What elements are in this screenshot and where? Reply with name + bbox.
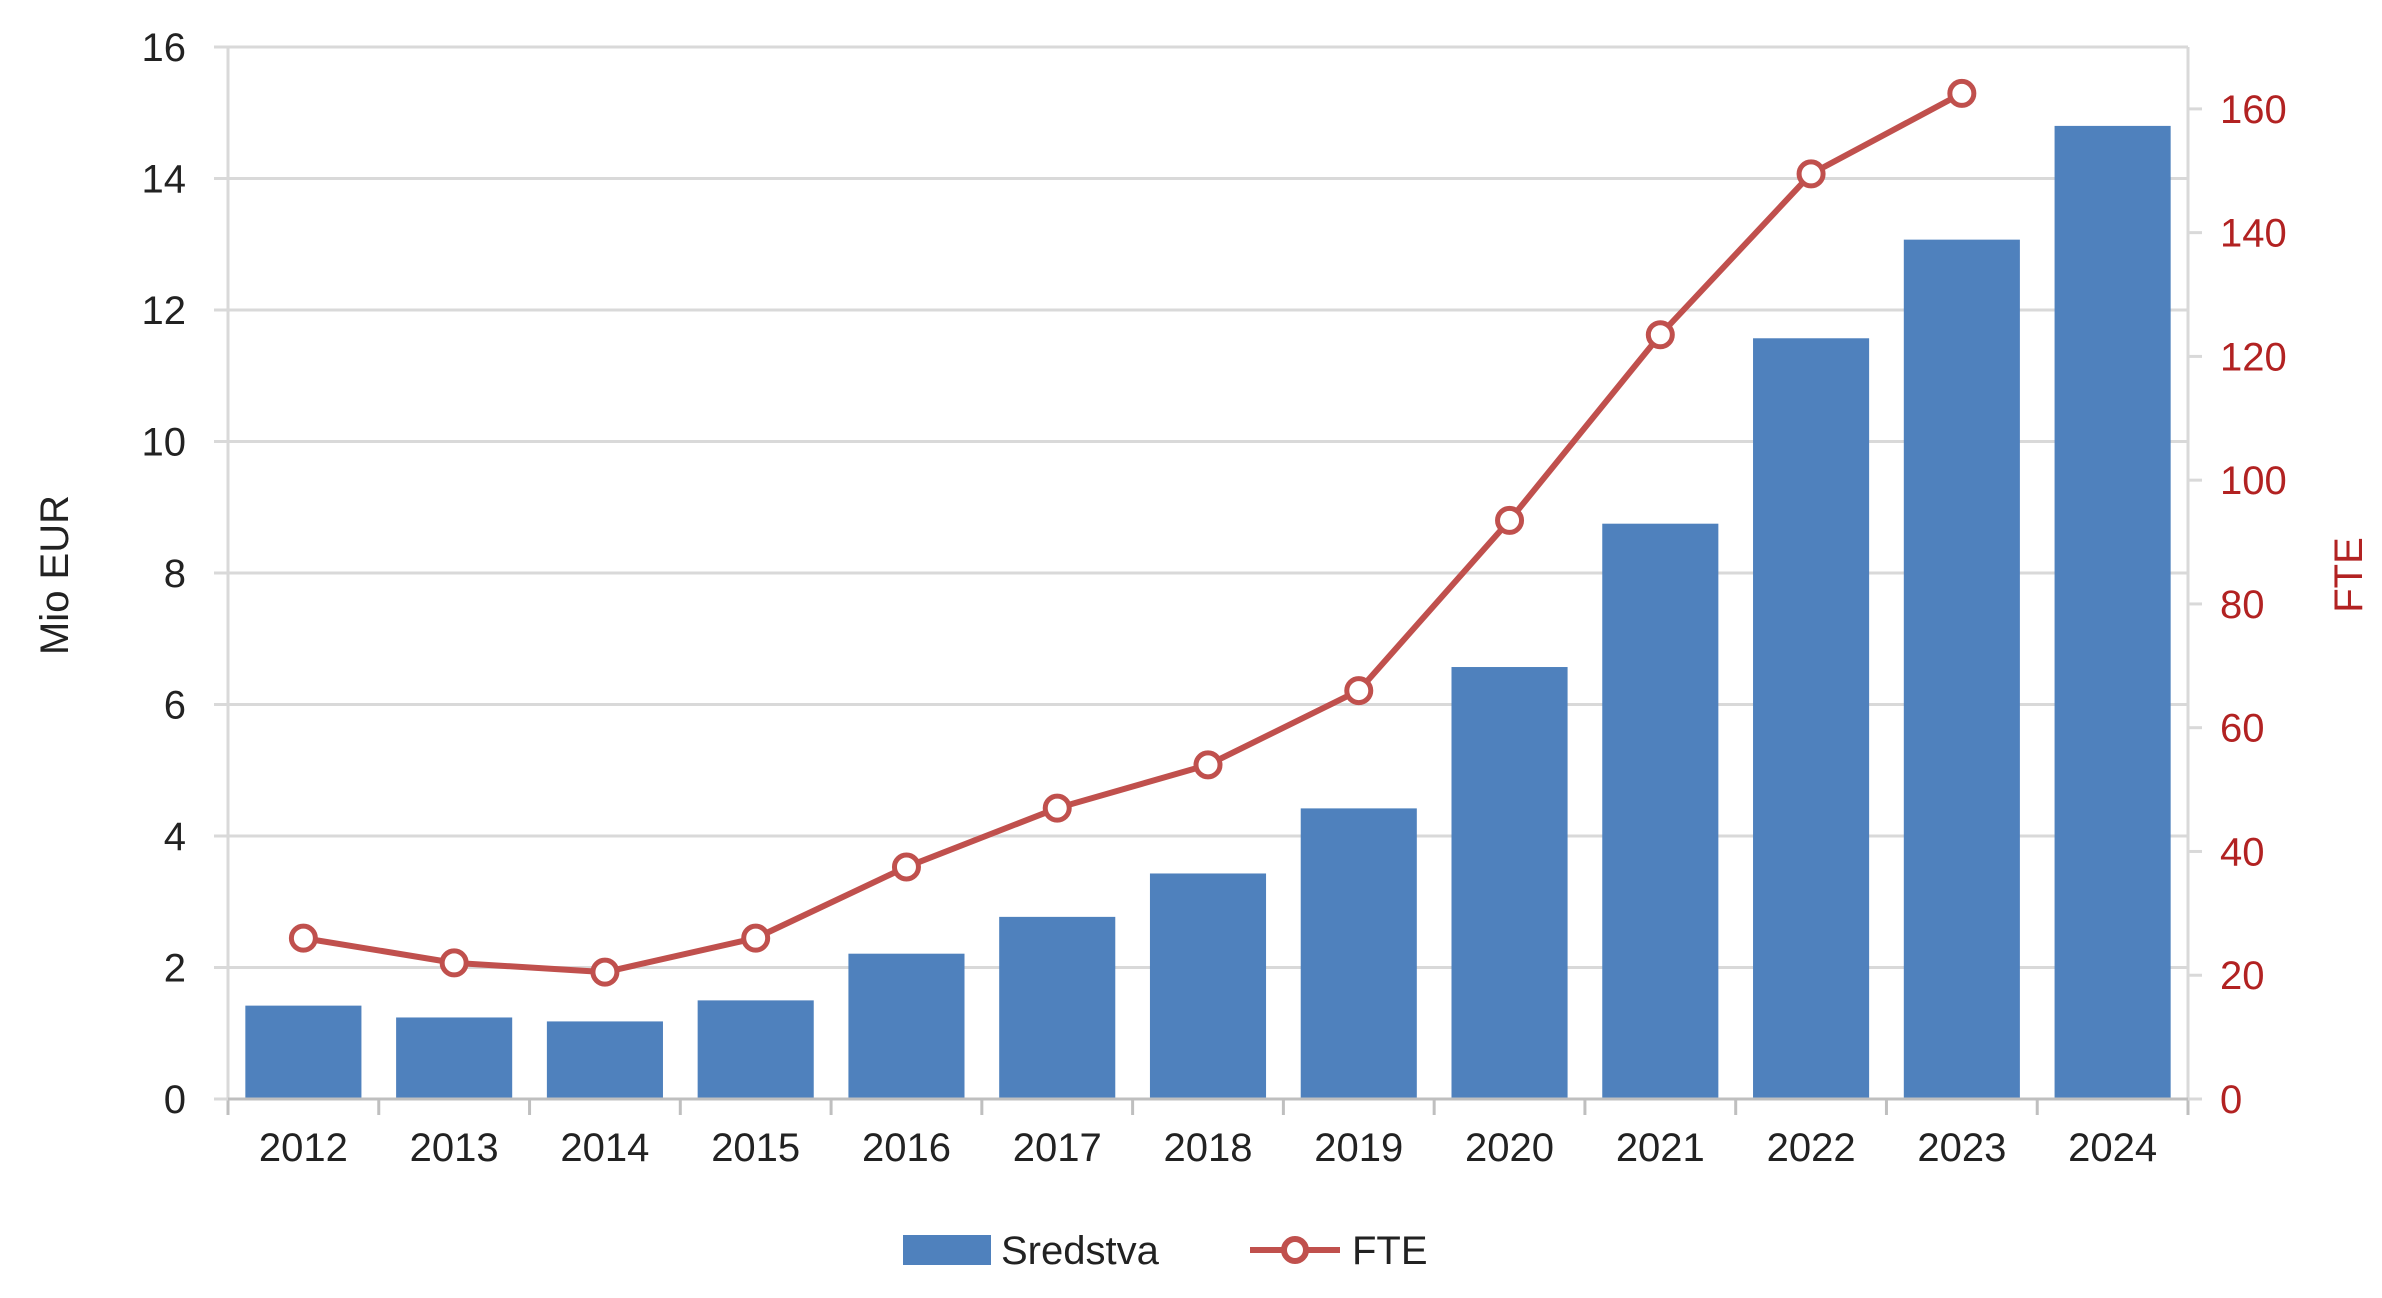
y-right-tick-label-80: 80 xyxy=(2220,583,2265,627)
point-fte-2012 xyxy=(288,923,318,953)
x-tick-label-2018: 2018 xyxy=(1164,1126,1253,1170)
point-fte-2019 xyxy=(1344,676,1374,706)
bar-sredstva-2017 xyxy=(999,916,1116,1099)
y-left-tick-label-4: 4 xyxy=(164,815,186,859)
legend-label-sredstva: Sredstva xyxy=(1001,1229,1160,1273)
y-right-tick-label-160: 160 xyxy=(2220,88,2287,132)
x-tick-label-2020: 2020 xyxy=(1465,1126,1554,1170)
point-fte-2022 xyxy=(1796,159,1826,189)
y-left-tick-label-16: 16 xyxy=(142,26,187,70)
bar-sredstva-2014 xyxy=(546,1021,663,1099)
point-fte-2014 xyxy=(590,957,620,987)
y-left-tick-label-6: 6 xyxy=(164,684,186,728)
y-right-tick-label-120: 120 xyxy=(2220,335,2287,379)
bar-sredstva-2016 xyxy=(848,953,965,1099)
point-fte-2023 xyxy=(1947,78,1977,108)
y-left-tick-label-10: 10 xyxy=(142,421,187,465)
x-tick-label-2021: 2021 xyxy=(1616,1126,1705,1170)
x-tick-label-2014: 2014 xyxy=(560,1126,649,1170)
y-right-tick-label-140: 140 xyxy=(2220,212,2287,256)
legend-swatch-sredstva xyxy=(903,1235,991,1265)
y-axis-right-title: FTE xyxy=(2327,537,2371,613)
point-fte-2013 xyxy=(439,948,469,978)
x-tick-label-2012: 2012 xyxy=(259,1126,348,1170)
point-fte-2018 xyxy=(1193,750,1223,780)
y-left-tick-label-12: 12 xyxy=(142,289,187,333)
point-fte-2021 xyxy=(1645,320,1675,350)
y-right-tick-label-0: 0 xyxy=(2220,1078,2242,1122)
point-fte-2017 xyxy=(1042,793,1072,823)
bar-sredstva-2015 xyxy=(697,1000,814,1099)
y-left-tick-label-2: 2 xyxy=(164,947,186,991)
point-fte-2015 xyxy=(741,923,771,953)
bar-sredstva-2012 xyxy=(245,1005,362,1099)
legend: Sredstva FTE xyxy=(903,1229,1428,1273)
bar-sredstva-2013 xyxy=(396,1017,513,1099)
x-tick-label-2016: 2016 xyxy=(862,1126,951,1170)
y-left-tick-label-0: 0 xyxy=(164,1078,186,1122)
x-tick-label-2017: 2017 xyxy=(1013,1126,1102,1170)
bar-sredstva-2018 xyxy=(1149,873,1267,1099)
bar-sredstva-2019 xyxy=(1300,808,1417,1099)
bar-sredstva-2023 xyxy=(1903,239,2020,1099)
x-tick-label-2024: 2024 xyxy=(2068,1126,2157,1170)
bar-series-sredstva xyxy=(245,125,2171,1100)
point-fte-2020 xyxy=(1495,505,1525,535)
y-right-tick-label-40: 40 xyxy=(2220,830,2265,874)
y-axis-left-title: Mio EUR xyxy=(33,495,77,655)
bar-sredstva-2020 xyxy=(1451,667,1568,1099)
x-tick-label-2015: 2015 xyxy=(711,1126,800,1170)
y-left-tick-label-8: 8 xyxy=(164,552,186,596)
bar-sredstva-2022 xyxy=(1753,338,1870,1100)
bar-sredstva-2024 xyxy=(2054,125,2171,1099)
y-right-tick-label-60: 60 xyxy=(2220,707,2265,751)
line-fte xyxy=(302,90,1964,976)
y-right-tick-label-20: 20 xyxy=(2220,954,2265,998)
axes xyxy=(214,45,2202,1115)
legend-label-fte: FTE xyxy=(1352,1229,1428,1273)
x-tick-label-2023: 2023 xyxy=(1917,1126,2006,1170)
legend-marker-fte xyxy=(1281,1236,1309,1264)
y-right-tick-label-100: 100 xyxy=(2220,459,2287,503)
x-tick-label-2022: 2022 xyxy=(1767,1126,1856,1170)
y-left-tick-label-14: 14 xyxy=(142,158,187,202)
x-tick-label-2013: 2013 xyxy=(410,1126,499,1170)
gridlines xyxy=(228,45,2188,969)
x-tick-label-2019: 2019 xyxy=(1314,1126,1403,1170)
bar-sredstva-2021 xyxy=(1602,523,1719,1099)
line-series-fte xyxy=(288,78,1977,987)
point-fte-2016 xyxy=(891,852,921,882)
